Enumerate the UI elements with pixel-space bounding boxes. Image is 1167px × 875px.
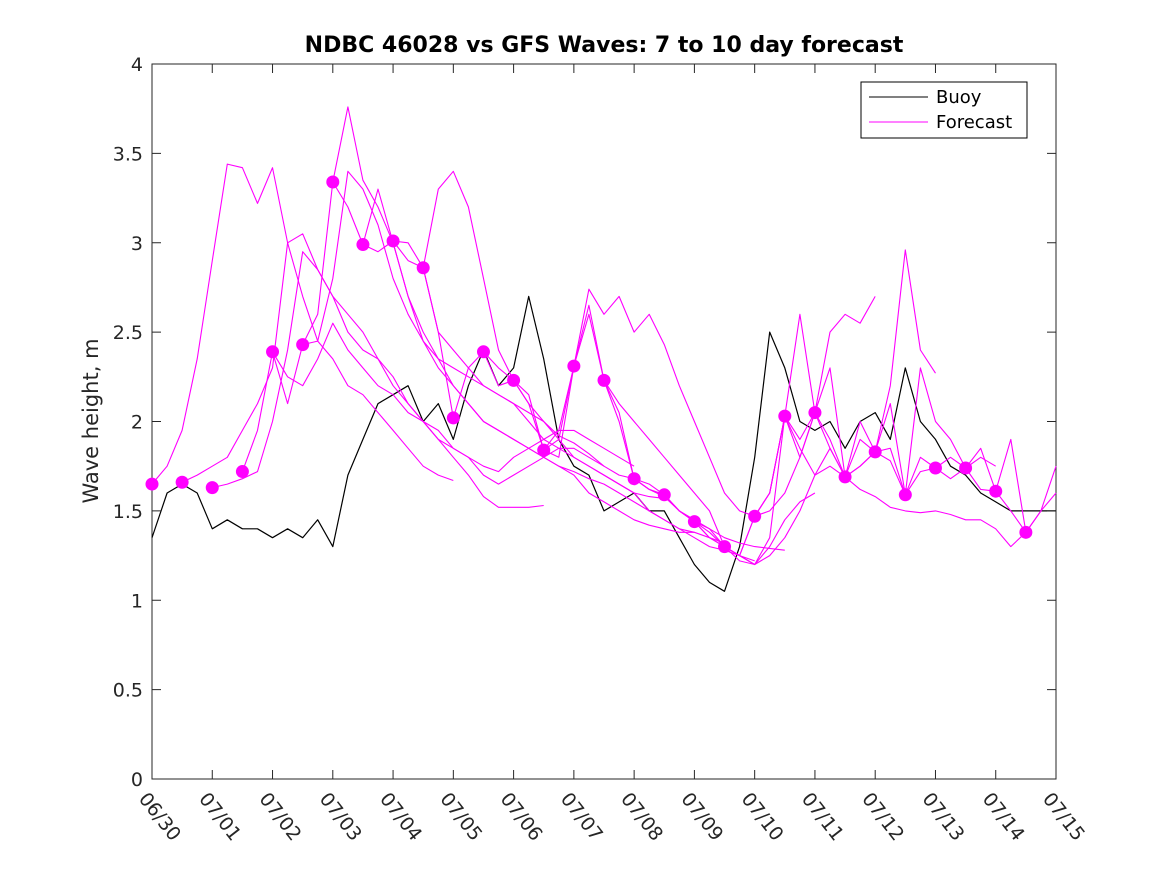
forecast-marker-13 <box>507 373 521 387</box>
forecast-marker-24 <box>838 470 852 484</box>
forecast-marker-27 <box>928 461 942 475</box>
legend-box <box>860 81 1028 139</box>
forecast-marker-25 <box>868 445 882 459</box>
y-tick-label: 2.5 <box>113 322 143 344</box>
forecast-marker-22 <box>778 409 792 423</box>
forecast-marker-4 <box>235 465 249 479</box>
forecast-marker-30 <box>1019 525 1033 539</box>
forecast-line-4 <box>241 322 635 473</box>
forecast-marker-3 <box>205 481 219 495</box>
forecast-marker-10 <box>416 261 430 275</box>
forecast-marker-19 <box>687 515 701 529</box>
forecast-marker-26 <box>898 488 912 502</box>
forecast-marker-1 <box>145 477 159 491</box>
legend-buoy-label: Buoy <box>936 87 982 108</box>
y-tick-label: 0 <box>131 769 143 791</box>
forecast-marker-11 <box>446 411 460 425</box>
forecast-marker-7 <box>326 175 340 189</box>
y-tick-label: 0.5 <box>113 680 143 702</box>
legend-forecast-label: Forecast <box>936 112 1012 133</box>
forecast-marker-18 <box>657 488 671 502</box>
forecast-marker-5 <box>266 345 280 359</box>
forecast-line-1 <box>151 163 454 485</box>
forecast-line-2 <box>181 233 544 508</box>
y-tick-label: 4 <box>131 54 143 76</box>
forecast-marker-21 <box>748 509 762 523</box>
plot-frame <box>151 63 1057 780</box>
forecast-marker-17 <box>627 472 641 486</box>
forecast-marker-15 <box>567 359 581 373</box>
y-tick-label: 3.5 <box>113 143 143 165</box>
forecast-marker-9 <box>386 234 400 248</box>
forecast-marker-28 <box>959 461 973 475</box>
y-tick-label: 3 <box>131 233 143 255</box>
forecast-marker-12 <box>476 345 490 359</box>
legend: Buoy Forecast <box>860 81 1028 139</box>
forecast-marker-14 <box>537 443 551 457</box>
forecast-marker-29 <box>989 484 1003 498</box>
forecast-marker-8 <box>356 238 370 252</box>
plot-area <box>145 63 1057 780</box>
y-tick-label: 2 <box>131 412 143 434</box>
forecast-marker-20 <box>718 540 732 554</box>
chart-title: NDBC 46028 vs GFS Waves: 7 to 10 day for… <box>305 33 904 58</box>
y-tick-label: 1 <box>131 590 143 612</box>
buoy-line <box>151 295 1056 592</box>
forecast-line-3 <box>212 251 605 489</box>
forecast-marker-2 <box>175 475 189 489</box>
forecast-marker-16 <box>597 373 611 387</box>
y-axis-label: Wave height, m <box>79 338 103 503</box>
forecast-marker-23 <box>808 406 822 420</box>
y-tick-label: 1.5 <box>113 501 143 523</box>
forecast-marker-6 <box>296 338 310 352</box>
